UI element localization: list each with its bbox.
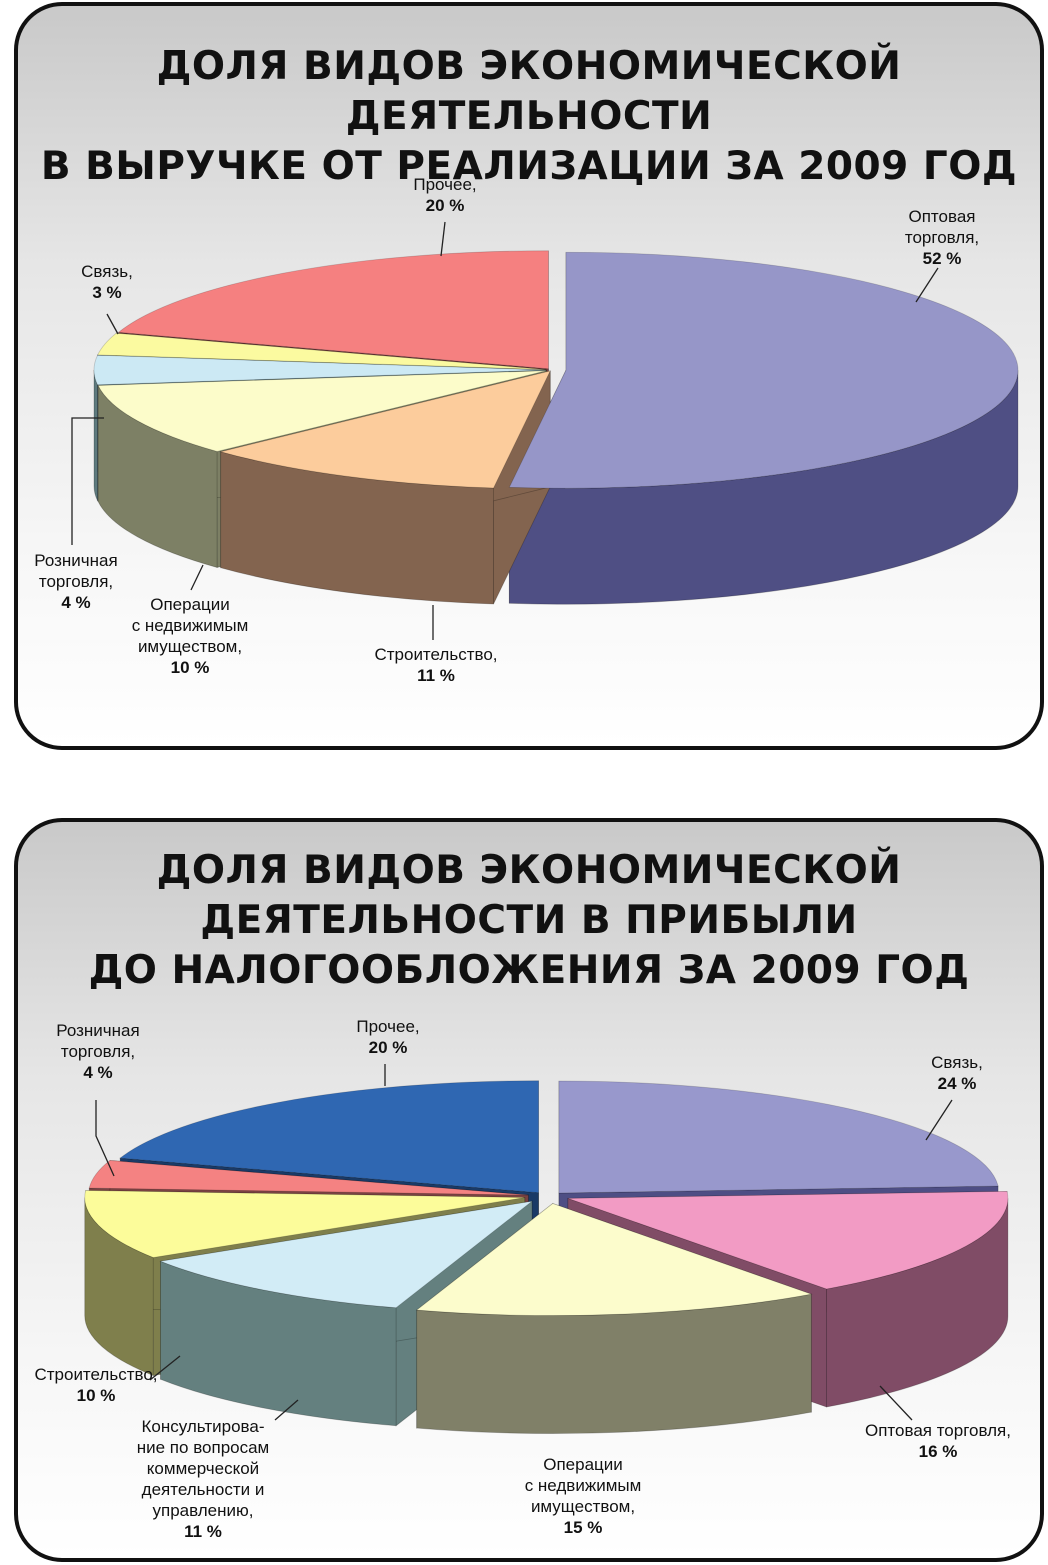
- slice-label-text: торговля,: [905, 228, 979, 247]
- slice-label: Прочее, 20 %: [356, 1017, 420, 1086]
- slice-label-text: Операции: [150, 595, 230, 614]
- slice-label: Розничная торговля, 4 %: [34, 417, 118, 612]
- title-line: В ВЫРУЧКЕ ОТ РЕАЛИЗАЦИИ ЗА 2009 ГОД: [40, 144, 1018, 189]
- slice-value-label: 52 %: [923, 249, 962, 268]
- pie-slice: [88, 1160, 529, 1196]
- slice-label: Операции с недвижимым имуществом, 15 %: [525, 1455, 642, 1537]
- pie-slice: [97, 370, 547, 452]
- leader-line: [440, 221, 446, 257]
- slice-value-label: 11 %: [184, 1522, 222, 1541]
- pie-slice: [84, 1190, 525, 1258]
- pie-slice: [558, 1080, 999, 1194]
- slice-label: Связь, 24 %: [925, 1053, 983, 1141]
- slice-label: Строительство, 10 %: [34, 1355, 181, 1405]
- slice-label-text: Консультирова-: [142, 1417, 265, 1436]
- pie-slice: [97, 332, 547, 371]
- slice-label: Оптовая торговля, 52 %: [905, 207, 979, 303]
- slice-label-text: деятельности и: [142, 1480, 265, 1499]
- slice-value-label: 24 %: [938, 1074, 977, 1093]
- slice-label: Связь, 3 %: [81, 262, 133, 335]
- slice-value-label: 4 %: [61, 593, 90, 612]
- slice-label-text: с недвижимым: [525, 1476, 642, 1495]
- slice-label-text: коммерческой: [147, 1459, 259, 1478]
- slice-label: Розничная торговля, 4 %: [56, 1021, 140, 1177]
- leader-line: [106, 313, 119, 335]
- slice-value-label: 20 %: [426, 196, 465, 215]
- leader-line: [925, 1099, 953, 1141]
- slice-value-label: 11 %: [417, 666, 455, 685]
- title-line: ДОЛЯ ВИДОВ ЭКОНОМИЧЕСКОЙ ДЕЯТЕЛЬНОСТИ: [156, 44, 902, 139]
- pie-slice: [567, 1190, 1009, 1290]
- pie-slice: [219, 370, 551, 489]
- pie-slice-outer-side: [220, 451, 494, 605]
- slice-label-text: Оптовая торговля,: [865, 1421, 1011, 1440]
- leader-line: [915, 267, 939, 303]
- leader-line: [71, 417, 104, 545]
- slice-label-text: Строительство,: [34, 1365, 157, 1384]
- slice-value-label: 10 %: [171, 658, 210, 677]
- slice-label-text: торговля,: [61, 1042, 135, 1061]
- slice-value-label: 3 %: [92, 283, 121, 302]
- slice-label: Консультирова-ние по вопросам коммерческо…: [137, 1399, 299, 1541]
- slice-label-text: с недвижимым: [132, 616, 249, 635]
- pie-slice: [159, 1200, 533, 1309]
- slice-label: Строительство, 11 %: [374, 605, 498, 685]
- leader-line: [190, 564, 204, 591]
- slice-value-label: 4 %: [83, 1063, 112, 1082]
- chart-title-profit: ДОЛЯ ВИДОВ ЭКОНОМИЧЕСКОЙ ДЕЯТЕЛЬНОСТИ В …: [18, 846, 1040, 996]
- slice-label-text: Строительство,: [374, 645, 497, 664]
- slice-label: Операции с недвижимым имуществом, 10 %: [132, 564, 249, 677]
- title-line: ДОЛЯ ВИДОВ ЭКОНОМИЧЕСКОЙ: [156, 848, 902, 893]
- pie-slice-outer-side: [416, 1293, 812, 1434]
- pie-slice: [117, 250, 549, 370]
- pie-chart-0: Оптовая торговля, 52 % Строительство, 11 % Оп…: [34, 175, 1019, 685]
- slice-label-text: Операции: [543, 1455, 623, 1474]
- slice-label-text: имуществом,: [531, 1497, 635, 1516]
- pie-slice: [508, 251, 1019, 489]
- leader-line: [95, 1100, 115, 1177]
- slice-label-text: ние по вопросам: [137, 1438, 270, 1457]
- slice-label-text: Розничная: [34, 551, 117, 570]
- slice-label: Оптовая торговля, 16 %: [865, 1385, 1011, 1461]
- pie-slice-outer-side: [160, 1260, 397, 1427]
- slice-value-label: 20 %: [369, 1038, 408, 1057]
- title-line: ДО НАЛОГООБЛОЖЕНИЯ ЗА 2009 ГОД: [88, 948, 970, 993]
- slice-label-text: Прочее,: [356, 1017, 419, 1036]
- slice-label-text: имуществом,: [138, 637, 242, 656]
- leader-line: [274, 1399, 299, 1421]
- slice-label: Прочее, 20 %: [413, 175, 477, 257]
- title-line: ДЕЯТЕЛЬНОСТИ В ПРИБЫЛИ: [200, 898, 858, 943]
- slice-label-text: Связь,: [931, 1053, 983, 1072]
- slice-label-text: Прочее,: [413, 175, 476, 194]
- slice-value-label: 16 %: [919, 1442, 958, 1461]
- slice-label-text: торговля,: [39, 572, 113, 591]
- slice-label-text: Связь,: [81, 262, 133, 281]
- slice-label-text: Розничная: [56, 1021, 139, 1040]
- slice-label-text: Оптовая: [909, 207, 976, 226]
- pie-slice: [415, 1203, 813, 1316]
- pie-slice-outer-side: [93, 369, 98, 501]
- pie-chart-1: Связь, 24 % Оптовая торговля, 16 % Операции с…: [34, 1017, 1011, 1541]
- slice-value-label: 15 %: [564, 1518, 603, 1537]
- pie-slice: [119, 1080, 539, 1194]
- chart-title-revenue: ДОЛЯ ВИДОВ ЭКОНОМИЧЕСКОЙ ДЕЯТЕЛЬНОСТИ В …: [18, 42, 1040, 192]
- slice-value-label: 10 %: [77, 1386, 116, 1405]
- pie-slice: [93, 354, 547, 386]
- slice-label-text: управлению,: [153, 1501, 254, 1520]
- leader-line: [149, 1355, 181, 1381]
- leader-line: [879, 1385, 913, 1421]
